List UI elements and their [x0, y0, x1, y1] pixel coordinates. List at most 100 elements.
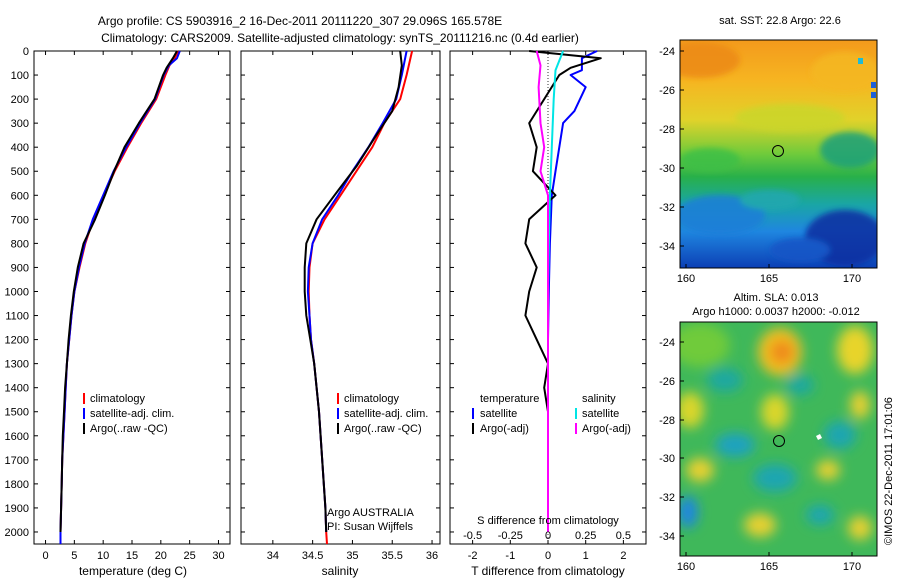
salinity-axes-box — [240, 50, 441, 545]
temperature-legend: climatology satellite-adj. clim. Argo(..… — [83, 393, 174, 435]
salinity-x-axis: 34 34.5 35 35.5 36 — [267, 51, 438, 562]
argo-program-label: Argo AUSTRALIA — [327, 507, 414, 519]
legend-label-sal-argo: Argo(-adj) — [582, 423, 631, 435]
y-tick-label: 1300 — [5, 359, 29, 371]
sst-xtick-label: 170 — [843, 273, 861, 285]
legend-heading-salinity: salinity — [582, 393, 616, 405]
sla-map-frame — [679, 321, 878, 557]
x-tick-label: 34.5 — [302, 550, 323, 562]
y-tick-label: 1600 — [5, 431, 29, 443]
difference-legend: temperature satellite Argo(-adj) salinit… — [472, 393, 631, 435]
y-tick-label: 600 — [11, 190, 29, 202]
x-tick-label: 35.5 — [382, 550, 403, 562]
s-difference-tick-labels: -0.5 -0.25 0 0.25 0.5 — [463, 530, 631, 542]
difference-panel: -2 -1 0 1 2 S difference from climatology -0… — [449, 50, 647, 578]
sla-map: Altim. SLA: 0.013 Argo h1000: 0.0037 h20… — [659, 292, 878, 573]
legend-label-climatology: climatology — [344, 393, 400, 405]
y-tick-label: 200 — [11, 94, 29, 106]
x-tick-label: 5 — [71, 550, 77, 562]
salinity-panel: 34 34.5 35 35.5 36 salinity climatology sate… — [240, 50, 441, 578]
temperature-x-axis: 0 5 10 15 20 25 30 — [42, 51, 225, 562]
sla-ytick-label: -28 — [659, 415, 675, 427]
sst-map: sat. SST: 22.8 Argo: 22.6 — [659, 15, 878, 285]
x-tick-label: 2 — [620, 550, 626, 562]
x-tick-label: 35 — [346, 550, 358, 562]
legend-label-climatology: climatology — [90, 393, 146, 405]
x-tick-label: 0 — [545, 550, 551, 562]
y-tick-label: 100 — [11, 70, 29, 82]
sst-xtick-label: 165 — [760, 273, 778, 285]
y-tick-label: 1700 — [5, 455, 29, 467]
sst-ytick-label: -30 — [659, 163, 675, 175]
sst-map-frame — [679, 39, 878, 269]
sla-map-title-1: Altim. SLA: 0.013 — [734, 292, 819, 304]
x-tick-label: 0 — [42, 550, 48, 562]
imos-credit: ©IMOS 22-Dec-2011 17:01:06 — [883, 397, 895, 545]
sla-map-ticks — [680, 341, 853, 556]
legend-label-temp-satellite: satellite — [480, 408, 517, 420]
sst-field — [680, 40, 877, 268]
x-tick-label: 15 — [126, 550, 138, 562]
legend-label-argo: Argo(..raw -QC) — [90, 423, 168, 435]
legend-label-argo: Argo(..raw -QC) — [344, 423, 422, 435]
y-tick-label: 2000 — [5, 527, 29, 539]
sst-map-title: sat. SST: 22.8 Argo: 22.6 — [719, 15, 841, 27]
sst-ytick-label: -32 — [659, 202, 675, 214]
title-line-1: Argo profile: CS 5903916_2 16-Dec-2011 2… — [98, 14, 502, 28]
argo-pi-label: PI: Susan Wijffels — [327, 521, 413, 533]
s-tick-label: -0.5 — [463, 530, 482, 542]
sla-map-title-2: Argo h1000: 0.0037 h2000: -0.012 — [692, 306, 860, 318]
y-tick-label: 1200 — [5, 335, 29, 347]
depth-axis: 0 100 200 300 400 500 600 700 800 900 1000 1100 1200… — [5, 46, 230, 539]
y-tick-label: 800 — [11, 238, 29, 250]
sla-ytick-label: -32 — [659, 492, 675, 504]
argo-location-marker — [773, 435, 785, 447]
y-tick-label: 300 — [11, 118, 29, 130]
series-line-argo-raw-qc- — [59, 50, 178, 533]
x-tick-label: 34 — [267, 550, 279, 562]
legend-label-sal-satellite: satellite — [582, 408, 619, 420]
salinity-depth-ticks — [241, 50, 440, 533]
s-tick-label: -0.25 — [498, 530, 523, 542]
salinity-legend: climatology satellite-adj. clim. Argo(..… — [337, 393, 428, 435]
sst-ytick-label: -28 — [659, 124, 675, 136]
sla-ytick-label: -34 — [659, 531, 675, 543]
y-tick-label: 500 — [11, 166, 29, 178]
difference-series — [524, 50, 602, 532]
sst-xtick-label: 160 — [677, 273, 695, 285]
sst-map-ticks — [680, 50, 853, 268]
y-tick-label: 900 — [11, 262, 29, 274]
sla-xtick-label: 160 — [677, 561, 695, 573]
sla-ytick-label: -24 — [659, 337, 675, 349]
sla-xtick-label: 170 — [843, 561, 861, 573]
difference-x-axis: -2 -1 0 1 2 — [468, 51, 626, 562]
s-tick-label: 0.5 — [616, 530, 631, 542]
title-line-2: Climatology: CARS2009. Satellite-adjuste… — [101, 31, 579, 45]
salinity-xlabel: salinity — [322, 564, 359, 578]
x-tick-label: 30 — [212, 550, 224, 562]
sla-xtick-label: 165 — [760, 561, 778, 573]
x-tick-label: 36 — [426, 550, 438, 562]
legend-label-satellite: satellite-adj. clim. — [344, 408, 428, 420]
y-tick-label: 700 — [11, 214, 29, 226]
x-tick-label: -1 — [505, 550, 515, 562]
temperature-series — [59, 50, 181, 544]
x-tick-label: -2 — [468, 550, 478, 562]
s-difference-label: S difference from climatology — [477, 515, 619, 527]
y-tick-label: 1400 — [5, 383, 29, 395]
salinity-series — [303, 50, 414, 545]
t-difference-xlabel: T difference from climatology — [471, 564, 625, 578]
temperature-xlabel: temperature (deg C) — [79, 564, 187, 578]
sla-field — [680, 322, 877, 556]
legend-label-satellite: satellite-adj. clim. — [90, 408, 174, 420]
y-tick-label: 0 — [23, 46, 29, 58]
y-tick-label: 1900 — [5, 503, 29, 515]
y-tick-label: 1500 — [5, 407, 29, 419]
series-line-temperature-argo-adj- — [524, 50, 602, 532]
legend-label-temp-argo: Argo(-adj) — [480, 423, 529, 435]
s-tick-label: 0.25 — [575, 530, 596, 542]
sst-ytick-label: -34 — [659, 241, 675, 253]
sst-ytick-label: -24 — [659, 46, 675, 58]
series-line-argo-raw-qc- — [303, 50, 403, 533]
